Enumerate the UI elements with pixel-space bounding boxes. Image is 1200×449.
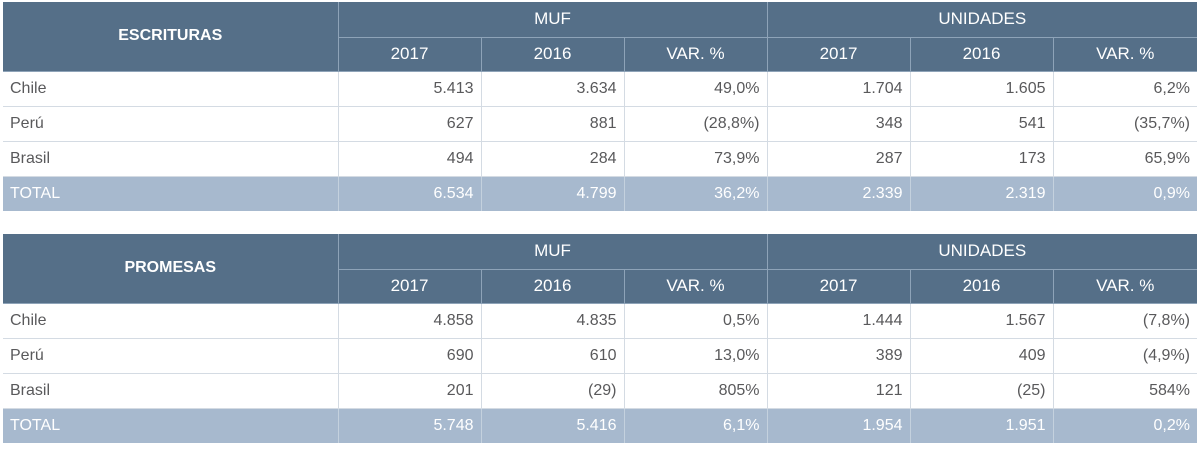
promesas-table: PROMESAS MUF UNIDADES 2017 2016 VAR. % 2… [3,234,1197,443]
total-cell: 5.748 [338,408,482,443]
table-cell: 627 [338,106,482,142]
table-cell: 1.704 [767,71,911,107]
table-title: PROMESAS [3,234,339,304]
table-title: ESCRITURAS [3,2,339,72]
table-cell: (25) [910,373,1054,409]
total-cell: 5.416 [481,408,625,443]
column-header: VAR. % [624,37,768,72]
table-cell: 409 [910,338,1054,374]
table-row: Chile 4.858 4.835 0,5% 1.444 1.567 (7,8%… [3,303,1197,339]
table-cell: 201 [338,373,482,409]
table-cell: 494 [338,141,482,177]
total-row: TOTAL 5.748 5.416 6,1% 1.954 1.951 0,2% [3,408,1197,443]
table-cell: 584% [1053,373,1197,409]
total-cell: 1.954 [767,408,911,443]
total-label: TOTAL [3,408,339,443]
table-cell: 0,5% [624,303,768,339]
column-header: 2016 [910,269,1054,304]
table-cell: 287 [767,141,911,177]
table-cell: 541 [910,106,1054,142]
table-cell: (29) [481,373,625,409]
row-label: Perú [3,338,339,374]
row-label: Chile [3,303,339,339]
column-header: 2017 [767,37,911,72]
row-label: Brasil [3,373,339,409]
table-cell: 881 [481,106,625,142]
table-cell: 4.835 [481,303,625,339]
table-cell: 6,2% [1053,71,1197,107]
table-cell: 284 [481,141,625,177]
table-cell: 3.634 [481,71,625,107]
table-cell: 805% [624,373,768,409]
table-cell: 690 [338,338,482,374]
table-row: Perú 627 881 (28,8%) 348 541 (35,7%) [3,106,1197,142]
table-cell: (7,8%) [1053,303,1197,339]
table-cell: 73,9% [624,141,768,177]
table-row: Brasil 494 284 73,9% 287 173 65,9% [3,141,1197,177]
total-cell: 0,9% [1053,176,1197,211]
table-cell: 173 [910,141,1054,177]
table-cell: 389 [767,338,911,374]
group-header-unidades: UNIDADES [767,2,1197,38]
column-header: 2016 [481,269,625,304]
table-cell: (4,9%) [1053,338,1197,374]
row-label: Brasil [3,141,339,177]
column-header: VAR. % [1053,37,1197,72]
table-row: Brasil 201 (29) 805% 121 (25) 584% [3,373,1197,409]
table-cell: (28,8%) [624,106,768,142]
table-cell: 1.444 [767,303,911,339]
column-header: VAR. % [624,269,768,304]
total-label: TOTAL [3,176,339,211]
total-row: TOTAL 6.534 4.799 36,2% 2.339 2.319 0,9% [3,176,1197,211]
group-header-muf: MUF [338,2,768,38]
column-header: 2017 [767,269,911,304]
row-label: Chile [3,71,339,107]
column-header: VAR. % [1053,269,1197,304]
table-row: Chile 5.413 3.634 49,0% 1.704 1.605 6,2% [3,71,1197,107]
total-cell: 6,1% [624,408,768,443]
total-cell: 36,2% [624,176,768,211]
group-header-muf: MUF [338,234,768,270]
total-cell: 4.799 [481,176,625,211]
total-cell: 2.319 [910,176,1054,211]
table-cell: 348 [767,106,911,142]
total-cell: 0,2% [1053,408,1197,443]
table-cell: 1.605 [910,71,1054,107]
escrituras-table: ESCRITURAS MUF UNIDADES 2017 2016 VAR. %… [3,2,1197,211]
table-cell: 65,9% [1053,141,1197,177]
total-cell: 6.534 [338,176,482,211]
table-cell: 610 [481,338,625,374]
column-header: 2017 [338,37,482,72]
table-cell: 5.413 [338,71,482,107]
table-cell: 13,0% [624,338,768,374]
table-row: Perú 690 610 13,0% 389 409 (4,9%) [3,338,1197,374]
group-header-unidades: UNIDADES [767,234,1197,270]
table-cell: 121 [767,373,911,409]
column-header: 2016 [481,37,625,72]
table-cell: 1.567 [910,303,1054,339]
row-label: Perú [3,106,339,142]
total-cell: 2.339 [767,176,911,211]
table-cell: (35,7%) [1053,106,1197,142]
column-header: 2016 [910,37,1054,72]
total-cell: 1.951 [910,408,1054,443]
table-cell: 4.858 [338,303,482,339]
table-cell: 49,0% [624,71,768,107]
column-header: 2017 [338,269,482,304]
